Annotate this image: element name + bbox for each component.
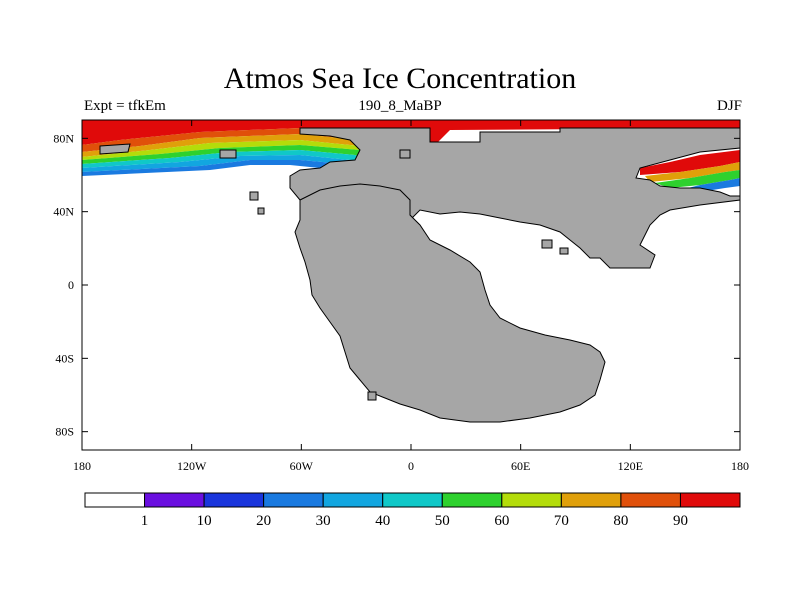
colorbar-label: 40 bbox=[375, 513, 390, 529]
colorbar-label: 10 bbox=[197, 513, 212, 529]
x-tick-label: 0 bbox=[408, 459, 414, 473]
small-island-1 bbox=[249, 191, 259, 201]
colorbar-swatch bbox=[263, 492, 324, 508]
y-tick-label: 40N bbox=[53, 205, 74, 219]
x-tick-label: 60E bbox=[511, 459, 530, 473]
x-tick-labels: 180 120W 60W 0 60E 120E 180 bbox=[73, 459, 749, 473]
map-panel bbox=[81, 119, 741, 451]
experiment-label: Expt = tfkEm bbox=[84, 98, 166, 114]
colorbar-label: 20 bbox=[256, 513, 271, 529]
arctic-island bbox=[99, 143, 131, 155]
colorbar-label: 50 bbox=[435, 513, 450, 529]
ice-east-70 bbox=[645, 162, 740, 182]
colorbar-swatch bbox=[560, 492, 622, 508]
ice-70-band bbox=[82, 134, 420, 165]
map-title: Atmos Sea Ice Concentration bbox=[223, 62, 577, 95]
ice-20-band bbox=[82, 160, 385, 176]
y-tick-label: 40S bbox=[55, 351, 74, 365]
x-tick-label: 180 bbox=[73, 459, 91, 473]
small-island-5 bbox=[367, 391, 377, 401]
y-tick-label: 0 bbox=[68, 278, 74, 292]
y-tick-label: 80N bbox=[53, 131, 74, 145]
colorbar-label: 80 bbox=[613, 513, 628, 529]
axis-ticks bbox=[81, 120, 741, 450]
colorbar-label: 30 bbox=[316, 513, 331, 529]
colorbar bbox=[84, 492, 741, 508]
colorbar-swatch bbox=[84, 492, 146, 508]
ice-40-band bbox=[82, 150, 398, 172]
land-masses bbox=[99, 127, 741, 423]
x-tick-label: 60W bbox=[290, 459, 314, 473]
colorbar-swatch bbox=[501, 492, 562, 508]
colorbar-label: 1 bbox=[141, 513, 149, 529]
y-tick-labels: 80N 40N 0 40S 80S bbox=[53, 131, 74, 438]
x-tick-label: 180 bbox=[731, 459, 749, 473]
ice-east-50 bbox=[655, 170, 740, 188]
colorbar-swatch bbox=[620, 492, 681, 508]
colorbar-swatch bbox=[144, 492, 205, 508]
ice-60-band bbox=[82, 140, 412, 168]
small-island-4 bbox=[559, 247, 569, 255]
small-island-3 bbox=[541, 239, 553, 249]
period-label: 190_8_MaBP bbox=[358, 98, 442, 114]
colorbar-label: 60 bbox=[494, 513, 509, 529]
colorbar-swatch bbox=[679, 492, 741, 508]
small-island-2 bbox=[257, 207, 265, 215]
ice-50-band bbox=[82, 145, 405, 170]
x-tick-label: 120E bbox=[618, 459, 643, 473]
season-label: DJF bbox=[716, 98, 742, 114]
colorbar-swatch bbox=[441, 492, 503, 508]
ice-east-90 bbox=[640, 150, 740, 175]
ice-30-band bbox=[82, 155, 392, 174]
colorbar-swatch bbox=[322, 492, 384, 508]
colorbar-swatch bbox=[203, 492, 265, 508]
x-tick-label: 120W bbox=[177, 459, 207, 473]
gondwana-landmass bbox=[294, 183, 606, 423]
y-tick-label: 80S bbox=[55, 425, 74, 439]
colorbar-swatch bbox=[382, 492, 443, 508]
colorbar-labels: 1 10 20 30 40 50 60 70 80 90 bbox=[141, 513, 688, 529]
small-island-6 bbox=[399, 149, 411, 159]
colorbar-label: 70 bbox=[554, 513, 569, 529]
colorbar-label: 90 bbox=[673, 513, 688, 529]
small-island-7 bbox=[219, 149, 237, 159]
